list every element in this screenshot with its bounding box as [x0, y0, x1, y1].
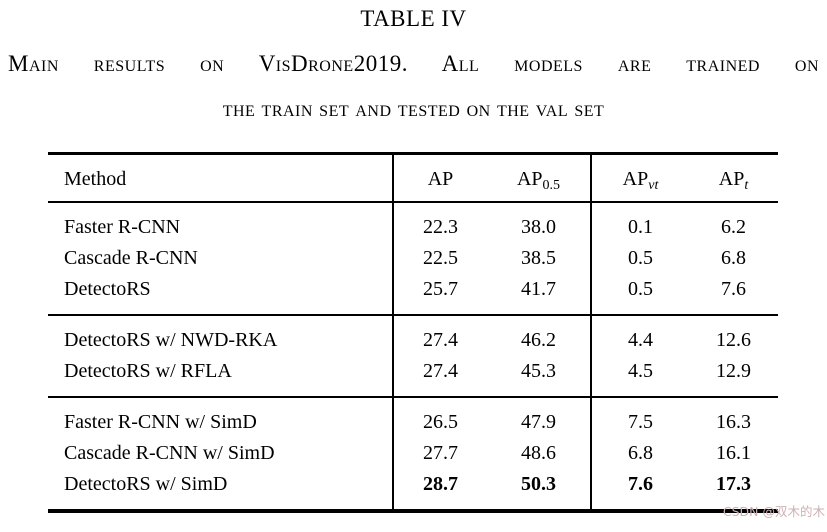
- apvt-cell: 4.5: [590, 356, 689, 397]
- apvt-cell: 6.8: [590, 438, 689, 469]
- column-header-ap05: AP0.5: [487, 153, 591, 203]
- table-number-title: TABLE IV: [360, 6, 467, 31]
- table-caption: Main results on VisDrone2019. All models…: [8, 41, 819, 131]
- apvt-subscript: vt: [648, 178, 659, 193]
- ap05-subscript: 0.5: [542, 178, 561, 193]
- method-cell: DetectoRS w/ SimD: [64, 473, 228, 495]
- column-header-ap: AP: [392, 153, 487, 203]
- ap-cell: 22.3: [392, 202, 487, 243]
- apvt-cell: 4.4: [590, 314, 689, 356]
- header-row: Method AP AP0.5 APvt APt: [48, 153, 778, 203]
- apvt-cell: 7.6: [590, 469, 689, 511]
- results-table: Method AP AP0.5 APvt APt Faster R-CNN 22…: [48, 152, 778, 513]
- apt-cell: 17.3: [716, 473, 751, 495]
- table-row: DetectoRS w/ NWD-RKA 27.4 46.2 4.4 12.6: [48, 314, 778, 356]
- ap-cell: 27.4: [392, 356, 487, 397]
- method-cell: Faster R-CNN: [64, 216, 181, 238]
- apvt-cell: 0.5: [590, 243, 689, 274]
- column-header-apvt: APvt: [590, 153, 689, 203]
- ap05-cell: 50.3: [521, 473, 556, 495]
- apvt-cell: 0.5: [590, 274, 689, 315]
- table-row: Faster R-CNN 22.3 38.0 0.1 6.2: [48, 202, 778, 243]
- table-row: DetectoRS 25.7 41.7 0.5 7.6: [48, 274, 778, 315]
- apt-cell: 6.8: [721, 247, 746, 269]
- ap-cell: 26.5: [392, 396, 487, 438]
- apt-cell: 16.1: [716, 442, 751, 464]
- apt-cell: 7.6: [721, 278, 746, 300]
- ap05-cell: 41.7: [521, 278, 556, 300]
- csdn-watermark: CSDN @双木的木: [722, 504, 825, 519]
- table-row: Cascade R-CNN w/ SimD 27.7 48.6 6.8 16.1: [48, 438, 778, 469]
- apt-cell: 16.3: [689, 396, 778, 438]
- table-row: Faster R-CNN w/ SimD 26.5 47.9 7.5 16.3: [48, 396, 778, 438]
- apt-cell: 12.9: [716, 360, 751, 382]
- ap-cell: 22.5: [392, 243, 487, 274]
- caption-line-1: Main results on VisDrone2019. All models…: [8, 51, 819, 76]
- table-group-simd: Faster R-CNN w/ SimD 26.5 47.9 7.5 16.3 …: [48, 396, 778, 511]
- ap-cell: 28.7: [392, 469, 487, 511]
- apt-cell: 12.6: [689, 314, 778, 356]
- ap05-base: AP: [516, 168, 543, 190]
- ap05-cell: 38.0: [521, 216, 556, 238]
- table-group-nwd-rfla: DetectoRS w/ NWD-RKA 27.4 46.2 4.4 12.6 …: [48, 314, 778, 397]
- ap-cell: 25.7: [392, 274, 487, 315]
- table-row: DetectoRS w/ RFLA 27.4 45.3 4.5 12.9: [48, 356, 778, 397]
- method-cell: Faster R-CNN w/ SimD: [48, 396, 393, 438]
- column-header-method: Method: [48, 153, 393, 203]
- table-header: Method AP AP0.5 APvt APt: [48, 153, 778, 203]
- apt-cell: 6.2: [721, 216, 746, 238]
- table-group-baselines: Faster R-CNN 22.3 38.0 0.1 6.2 Cascade R…: [48, 202, 778, 315]
- method-cell: DetectoRS w/ NWD-RKA: [48, 314, 393, 356]
- apvt-base: AP: [622, 168, 649, 190]
- ap05-cell: 47.9: [487, 396, 591, 438]
- method-cell: DetectoRS: [64, 278, 151, 300]
- apvt-cell: 0.1: [590, 202, 689, 243]
- method-cell: DetectoRS w/ RFLA: [64, 360, 232, 382]
- method-cell: Cascade R-CNN: [64, 247, 198, 269]
- caption-line-2: the train set and tested on the val set: [222, 96, 605, 121]
- ap05-cell: 48.6: [521, 442, 556, 464]
- ap05-cell: 38.5: [521, 247, 556, 269]
- apt-subscript: t: [744, 178, 749, 193]
- table-row-best: DetectoRS w/ SimD 28.7 50.3 7.6 17.3: [48, 469, 778, 511]
- method-cell: Cascade R-CNN w/ SimD: [64, 442, 275, 464]
- apt-base: AP: [718, 168, 745, 190]
- ap-cell: 27.4: [392, 314, 487, 356]
- apvt-cell: 7.5: [590, 396, 689, 438]
- ap05-cell: 46.2: [487, 314, 591, 356]
- ap05-cell: 45.3: [521, 360, 556, 382]
- table-row: Cascade R-CNN 22.5 38.5 0.5 6.8: [48, 243, 778, 274]
- column-header-apt: APt: [689, 153, 778, 203]
- ap-cell: 27.7: [392, 438, 487, 469]
